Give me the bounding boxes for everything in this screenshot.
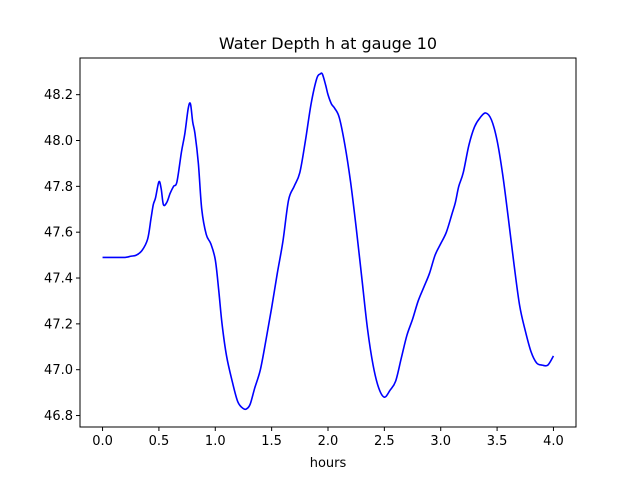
y-tick-label: 46.8 (44, 409, 73, 424)
series-layer (102, 72, 555, 411)
y-tick-label: 48.0 (44, 134, 73, 149)
x-tick-label: 3.5 (487, 434, 508, 449)
x-tick-label: 0.5 (149, 434, 170, 449)
axis-ticks: 0.0 0.5 1.0 1.5 2.0 2.5 3.0 3.5 4.0 46.8 47.0 47.2 4… (44, 88, 564, 449)
x-tick-label: 3.0 (430, 434, 451, 449)
y-tick-label: 47.4 (44, 272, 73, 287)
x-tick-label: 2.0 (318, 434, 339, 449)
water-depth-series-line (102, 72, 555, 411)
x-tick-label: 1.5 (261, 434, 282, 449)
y-tick-label: 47.8 (44, 180, 73, 195)
x-tick-label: 2.5 (374, 434, 395, 449)
x-tick-label: 1.0 (205, 434, 226, 449)
plot-area-frame (79, 57, 577, 428)
y-tick-label: 47.2 (44, 317, 73, 332)
chart-title: Water Depth h at gauge 10 (219, 34, 437, 53)
x-tick-label: 4.0 (543, 434, 564, 449)
x-tick-label: 0.0 (92, 434, 113, 449)
y-tick-label: 47.6 (44, 226, 73, 241)
x-axis-label: hours (310, 456, 347, 471)
y-tick-label: 48.2 (44, 88, 73, 103)
y-tick-label: 47.0 (44, 363, 73, 378)
